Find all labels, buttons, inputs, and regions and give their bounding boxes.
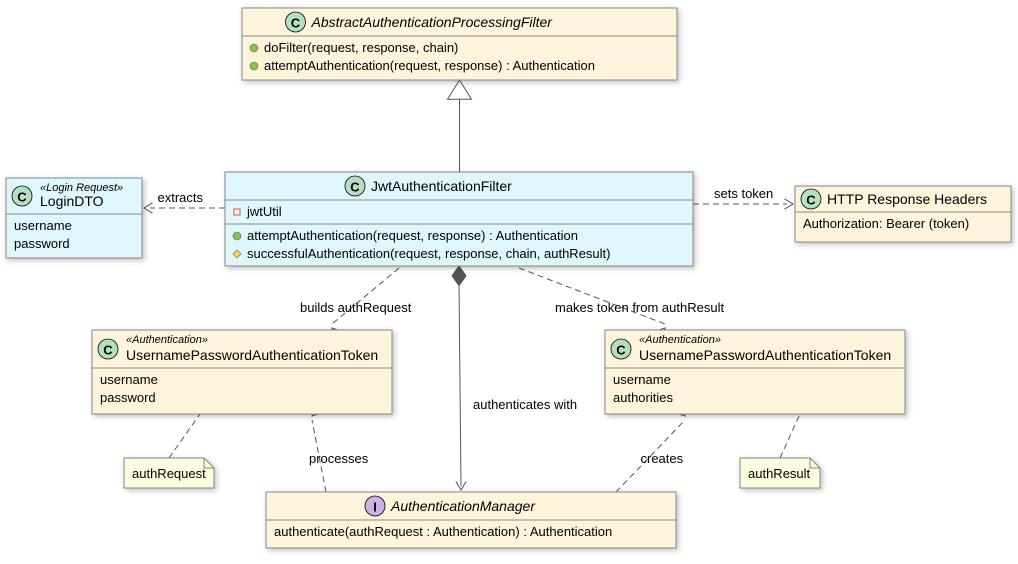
svg-text:authRequest: authRequest	[132, 466, 206, 481]
member: username	[100, 372, 158, 387]
class-abstractFilter: C AbstractAuthenticationProcessingFilter d…	[242, 8, 677, 80]
class-name: AuthenticationManager	[390, 498, 536, 514]
class-name: HTTP Response Headers	[827, 191, 987, 207]
member: doFilter(request, response, chain)	[264, 40, 458, 55]
svg-text:C: C	[291, 16, 301, 31]
member: successfulAuthentication(request, respon…	[247, 246, 610, 261]
class-name: UsernamePasswordAuthenticationToken	[639, 347, 891, 363]
label-setstoken: sets token	[714, 186, 773, 201]
note-noteRight: authResult	[740, 458, 820, 488]
member: Authorization: Bearer (token)	[803, 216, 969, 231]
member: authenticate(authRequest : Authenticatio…	[274, 524, 612, 539]
member: jwtUtil	[246, 204, 282, 219]
class-tokenLeft: C «Authentication»UsernamePasswordAuthent…	[92, 330, 392, 414]
member: authorities	[613, 390, 673, 405]
class-loginDTO: C«Login Request»LoginDTOusernamepassword	[6, 178, 142, 258]
member: username	[14, 218, 72, 233]
uml-diagram: C AbstractAuthenticationProcessingFilter d…	[0, 0, 1018, 564]
svg-text:C: C	[350, 180, 360, 195]
svg-text:C: C	[103, 343, 113, 358]
label-creates: creates	[641, 451, 684, 466]
class-name: JwtAuthenticationFilter	[371, 178, 512, 194]
class-name: UsernamePasswordAuthenticationToken	[126, 347, 378, 363]
class-jwtFilter: C JwtAuthenticationFilter jwtUtil attemptAu…	[225, 172, 693, 266]
member: attemptAuthentication(request, response)…	[264, 58, 595, 73]
member: password	[100, 390, 156, 405]
label-extracts: extracts	[158, 190, 204, 205]
label-processes: processes	[309, 451, 369, 466]
class-tokenRight: C «Authentication»UsernamePasswordAuthent…	[605, 330, 905, 414]
stereotype: «Authentication»	[639, 334, 721, 346]
svg-text:C: C	[616, 343, 626, 358]
member: attemptAuthentication(request, response)…	[247, 228, 578, 243]
label-authwith: authenticates with	[473, 397, 577, 412]
member: password	[14, 236, 70, 251]
label-builds: builds authRequest	[300, 300, 412, 315]
svg-text:I: I	[373, 500, 377, 515]
class-name: AbstractAuthenticationProcessingFilter	[311, 14, 554, 30]
svg-text:C: C	[806, 193, 816, 208]
note-noteLeft: authRequest	[124, 458, 214, 488]
svg-text:C: C	[17, 190, 27, 205]
class-authManager: I AuthenticationManager authenticate(authR…	[266, 492, 676, 548]
stereotype: «Authentication»	[126, 334, 208, 346]
class-httpHeaders: C HTTP Response Headers Authorization: Bea…	[795, 186, 1011, 242]
svg-text:authResult: authResult	[748, 466, 811, 481]
label-makes: makes token from authResult	[555, 300, 724, 315]
member: username	[613, 372, 671, 387]
class-name: LoginDTO	[40, 193, 104, 209]
